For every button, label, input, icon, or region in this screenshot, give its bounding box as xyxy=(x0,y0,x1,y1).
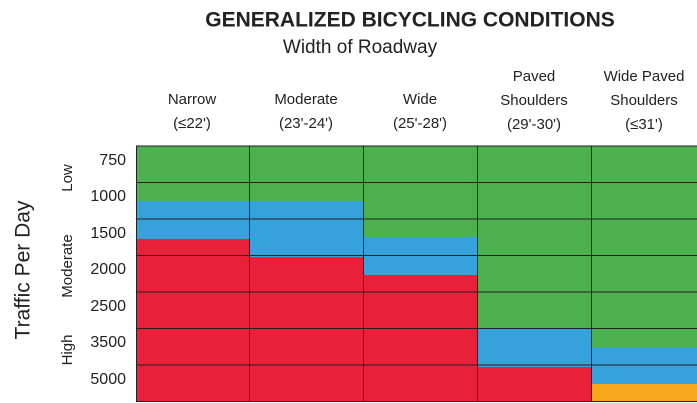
column-header: Narrow xyxy=(168,91,217,108)
title: GENERALIZED BICYCLING CONDITIONS xyxy=(205,9,615,32)
y-label: Traffic Per Day xyxy=(12,200,35,339)
row-label: 3500 xyxy=(90,334,126,351)
row-label: 1000 xyxy=(90,188,126,205)
grid xyxy=(136,145,697,402)
column-header: Shoulders xyxy=(500,92,568,109)
cell-red xyxy=(363,275,477,401)
cell-blue xyxy=(477,329,591,367)
column-header: (23'-24') xyxy=(279,115,333,132)
row-label: 2500 xyxy=(90,298,126,315)
group-label: High xyxy=(59,335,76,366)
subtitle: Width of Roadway xyxy=(283,37,438,58)
group-label: Low xyxy=(59,164,76,192)
row-label: 2000 xyxy=(90,261,126,278)
cell-green xyxy=(591,146,697,348)
cell-blue xyxy=(591,348,697,384)
cell-orange xyxy=(591,384,697,401)
column-header: Wide xyxy=(403,91,437,108)
cell-green xyxy=(136,146,249,201)
column-header: Moderate xyxy=(274,91,337,108)
column-header: Wide Paved xyxy=(604,68,685,85)
column-header: Paved xyxy=(513,68,556,85)
cell-blue xyxy=(136,201,249,239)
cell-green xyxy=(249,146,363,201)
cell-green xyxy=(477,146,591,329)
group-label: Moderate xyxy=(59,234,76,297)
row-label: 5000 xyxy=(90,371,126,388)
column-header: Shoulders xyxy=(610,92,678,109)
column-header: (≤31') xyxy=(625,116,663,133)
column-header: (25'-28') xyxy=(393,115,447,132)
column-header: (29'-30') xyxy=(507,116,561,133)
row-label: 750 xyxy=(99,152,126,169)
row-label: 1500 xyxy=(90,225,126,242)
cell-red xyxy=(136,239,249,401)
cell-blue xyxy=(249,201,363,257)
column-header: (≤22') xyxy=(173,115,211,132)
condition-cells xyxy=(136,146,697,401)
cell-red xyxy=(477,367,591,401)
cell-green xyxy=(363,146,477,237)
